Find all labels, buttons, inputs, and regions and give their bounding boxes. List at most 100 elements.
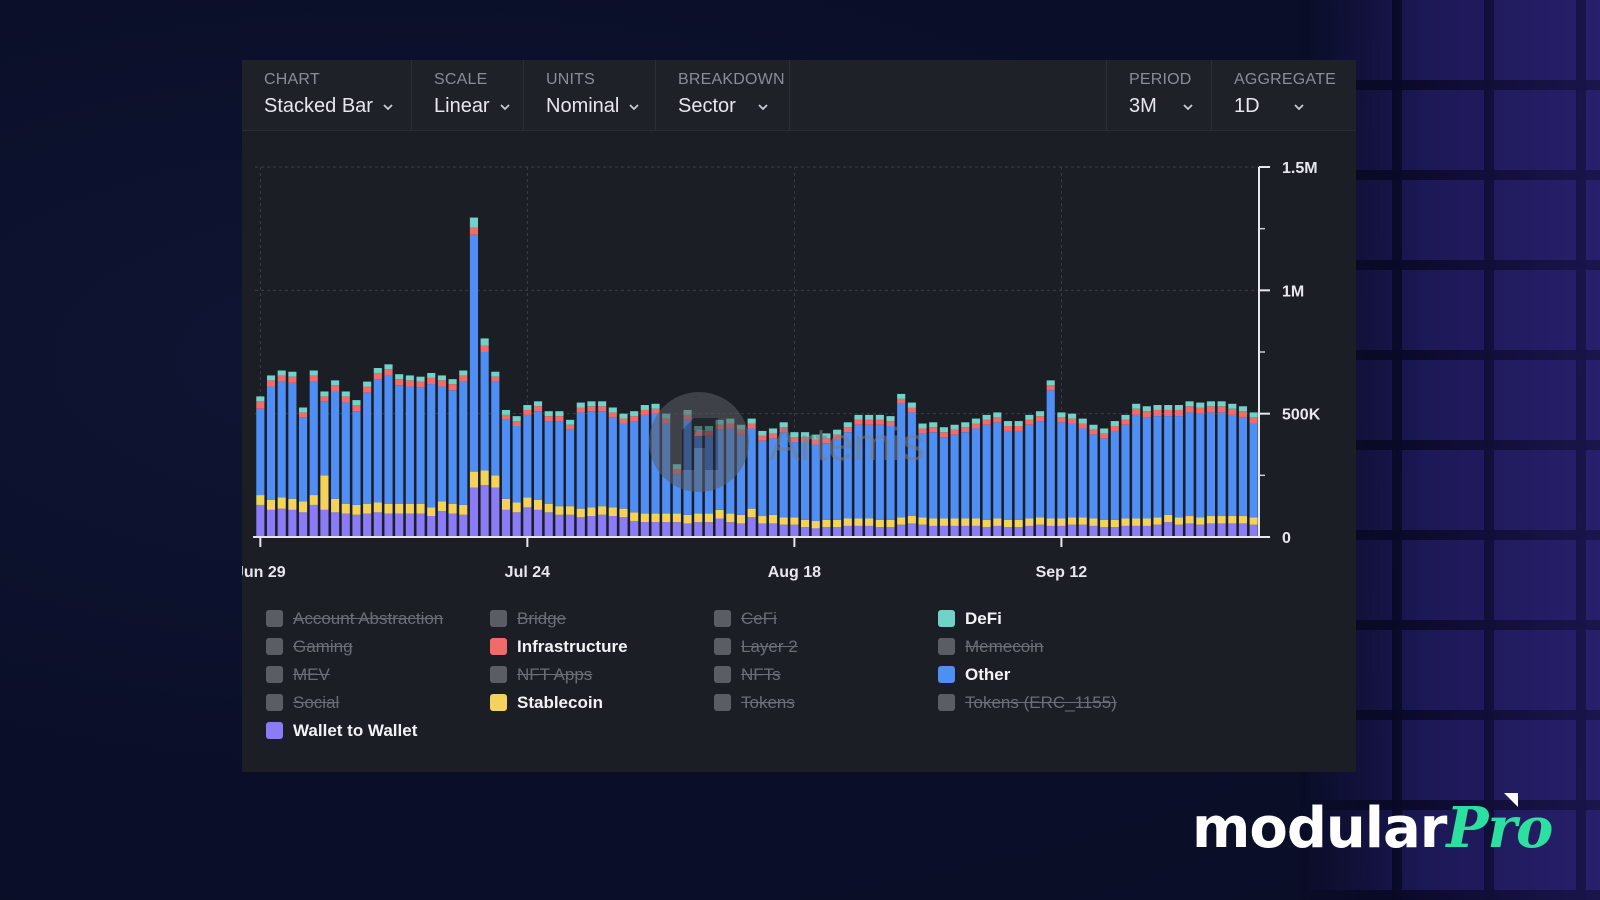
legend-item[interactable]: Infrastructure [490,637,714,656]
bar-segment [1153,409,1162,417]
bar-segment [555,416,564,422]
legend-label: Tokens [741,692,795,712]
bar-segment [352,400,361,406]
bar-segment [512,502,521,513]
bar-segment [459,370,468,376]
bar-segment [256,495,265,505]
bar-segment [907,407,916,413]
bar-segment [1014,421,1023,426]
bar-segment [790,437,799,443]
bar-segment [736,434,746,515]
legend-swatch[interactable] [714,638,731,655]
bar-segment [747,418,756,424]
aggregate-select[interactable]: AGGREGATE 1D [1212,60,1356,130]
legend-item[interactable]: Other [938,665,1162,684]
legend-swatch[interactable] [938,694,955,711]
bar-segment [971,518,981,526]
bar-segment [1003,426,1013,431]
legend-swatch[interactable] [714,694,731,711]
chart-type-select[interactable]: CHART Stacked Bar [242,60,412,130]
legend-swatch[interactable] [266,722,283,739]
bar-segment [277,375,286,382]
bar-segment [811,520,820,529]
legend-swatch[interactable] [266,694,283,711]
legend-item[interactable]: Layer 2 [714,637,938,656]
legend-item[interactable]: DeFi [938,609,1162,628]
bar-segment [961,518,970,526]
bar-segment [608,407,617,413]
bar-segment [309,381,318,496]
bar-segment [875,419,884,425]
bar-segment [1164,514,1173,523]
chevron-down-icon [383,103,393,110]
bar-segment [1100,519,1109,528]
legend-item[interactable]: Wallet to Wallet [266,721,490,740]
bar-segment [1228,523,1237,537]
legend-item[interactable]: Tokens (ERC_1155) [938,693,1162,712]
bar-segment [469,217,479,228]
legend-swatch[interactable] [266,638,283,655]
bar-segment [266,375,276,381]
stacked-bar-chart[interactable]: Artemis 0 500K 1M 1.5M Jun 29 Jul 24 Aug 18 Sep… [242,130,1356,610]
legend-item[interactable]: Memecoin [938,637,1162,656]
legend-item[interactable]: Gaming [266,637,490,656]
legend-swatch[interactable] [490,610,507,627]
bar-segment [1142,406,1151,412]
legend-item[interactable]: Stablecoin [490,693,714,712]
legend-swatch[interactable] [266,666,283,683]
legend-swatch[interactable] [490,638,507,655]
bar-segment [630,416,639,422]
bar-segment [651,403,660,409]
legend-swatch[interactable] [938,666,955,683]
breakdown-select[interactable]: BREAKDOWN Sector [656,60,790,130]
legend-swatch[interactable] [490,694,507,711]
bar-segment [352,405,361,412]
bar-segment [1185,406,1194,413]
period-label: PERIOD [1129,71,1192,88]
bar-segment [1238,417,1248,517]
bar-segment [459,504,468,515]
legend-item[interactable]: Social [266,693,490,712]
bar-segment [352,504,361,515]
legend-item[interactable]: MEV [266,665,490,684]
bar-segment [395,385,404,504]
legend-swatch[interactable] [714,666,731,683]
bar-segment [640,513,649,523]
scale-select[interactable]: SCALE Linear [412,60,524,130]
bar-segment [822,527,831,537]
bar-segment [512,426,521,503]
bar-segment [971,525,981,537]
bar-segment [736,523,746,537]
chart-area[interactable]: Artemis 0 500K 1M 1.5M Jun 29 Jul 24 Aug 18 Sep… [242,130,1356,610]
y-tick-label: 0 [1282,530,1291,547]
period-select[interactable]: PERIOD 3M [1106,60,1212,130]
bar-segment [373,372,382,380]
legend-item[interactable]: Account Abstraction [266,609,490,628]
bar-segment [672,522,681,537]
bar-segment [833,429,842,435]
legend-item[interactable]: Tokens [714,692,938,712]
legend-label: Bridge [517,608,567,628]
bar-segment [533,401,543,407]
bar-segment [1003,519,1013,528]
bar-segment [352,411,361,505]
units-select[interactable]: UNITS Nominal [524,60,656,130]
bar-segment [427,377,436,385]
bar-segment [395,513,404,537]
legend-item[interactable]: NFTs [714,665,938,684]
legend-item[interactable]: NFT Apps [490,665,714,684]
bar-segment [1238,411,1248,418]
legend-item[interactable]: CeFi [714,609,938,628]
legend-swatch[interactable] [938,638,955,655]
legend-swatch[interactable] [714,610,731,627]
legend-swatch[interactable] [938,610,955,627]
legend-swatch[interactable] [266,610,283,627]
bar-segment [1196,524,1205,537]
bar-segment [1238,516,1248,524]
legend-swatch[interactable] [490,666,507,683]
legend-item[interactable]: Bridge [490,608,714,628]
bar-segment [939,437,948,519]
bar-segment [1035,524,1045,537]
bar-segment [1121,525,1130,537]
bar-segment [598,506,607,515]
